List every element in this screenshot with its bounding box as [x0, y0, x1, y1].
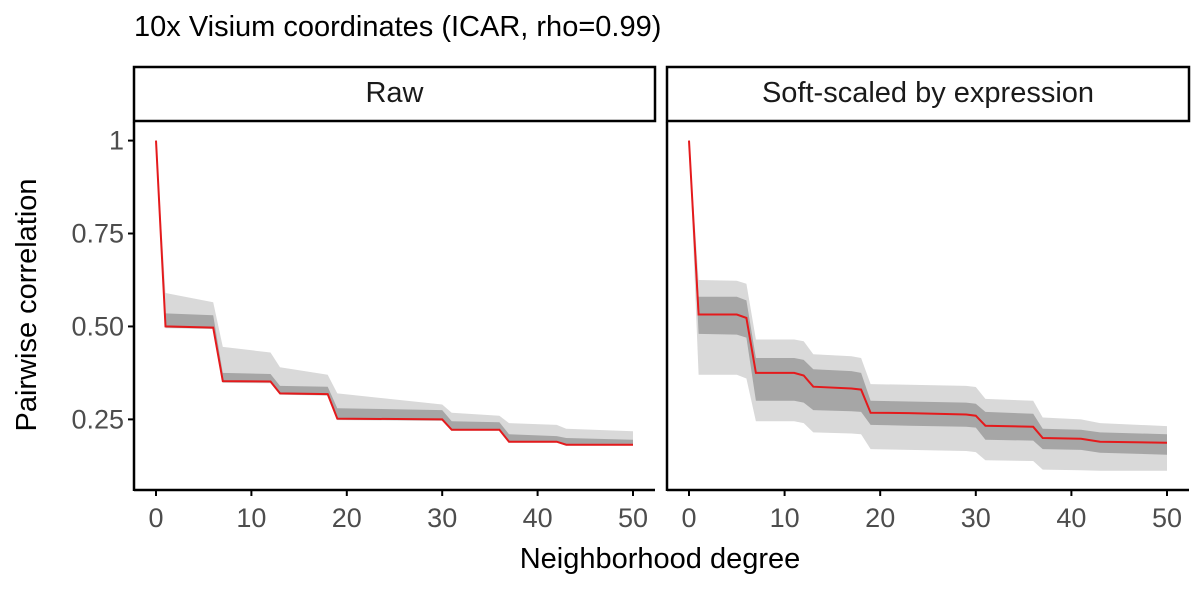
x-tick-label: 10 [236, 503, 266, 533]
x-tick-label: 20 [332, 503, 362, 533]
outer-band [156, 140, 633, 446]
facet-label: Raw [365, 77, 424, 109]
y-tick-label: 0.50 [71, 311, 124, 341]
facet-strip [665, 65, 1191, 123]
mean-line [155, 140, 633, 446]
chart-title: 10x Visium coordinates (ICAR, rho=0.99) [134, 11, 661, 43]
y-axis-title: Pairwise correlation [11, 178, 43, 431]
x-tick-label: 50 [618, 503, 648, 533]
x-tick-label: 0 [148, 503, 163, 533]
y-tick-label: 0.25 [71, 404, 124, 434]
panel-2: Soft-scaled by expression [665, 65, 1191, 491]
y-tick-label: 0.75 [71, 219, 124, 249]
facet-panels: Raw Soft-scaled by expression [132, 65, 1191, 491]
x-tick-label: 30 [961, 503, 991, 533]
x-tick-label: 40 [523, 503, 553, 533]
x-tick-label: 10 [770, 503, 800, 533]
facet-label: Soft-scaled by expression [762, 77, 1094, 109]
x-tick-label: 20 [865, 503, 895, 533]
inner-band [689, 140, 1167, 455]
x-tick-label: 0 [681, 503, 696, 533]
x-tick-label: 30 [427, 503, 457, 533]
facet-strip [132, 65, 657, 123]
panel-1: Raw [132, 65, 657, 491]
mean-line [688, 140, 1168, 444]
y-axis: 0.25 0.50 0.75 1 [71, 126, 134, 434]
x-tick-label: 40 [1056, 503, 1086, 533]
x-axis-title: Neighborhood degree [520, 543, 801, 575]
y-tick-label: 1 [109, 126, 124, 156]
x-axes: 0 10 20 30 40 50 0 10 20 30 40 50 [134, 488, 1189, 533]
x-tick-label: 50 [1152, 503, 1182, 533]
